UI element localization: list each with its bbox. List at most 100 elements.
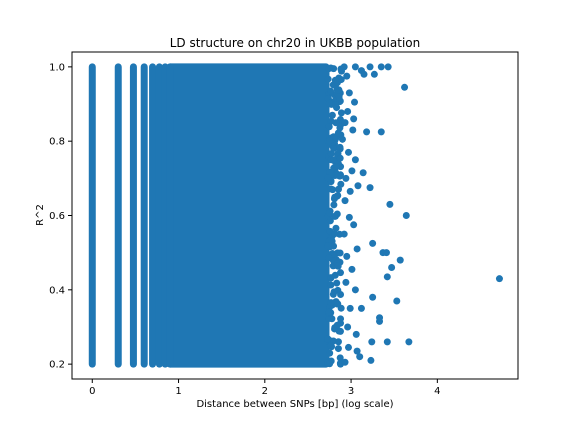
scatter-point: [370, 70, 378, 78]
column-band-2: [129, 63, 137, 368]
scatter-point: [341, 358, 349, 366]
edge-point: [330, 156, 338, 164]
x-tick-label: 3: [348, 386, 354, 397]
edge-point: [328, 111, 336, 119]
scatter-point: [351, 63, 359, 71]
edge-point: [326, 360, 334, 368]
y-axis: 0.2 0.4 0.6 0.8 1.0: [49, 62, 72, 371]
edge-point: [337, 315, 345, 323]
edge-point: [332, 119, 340, 127]
scatter-point: [396, 256, 404, 264]
x-tick-label: 0: [89, 386, 95, 397]
chart-title: LD structure on chr20 in UKBB population: [170, 36, 421, 50]
edge-point: [324, 75, 332, 83]
scatter-point: [348, 167, 356, 175]
scatter-point: [340, 63, 348, 71]
edge-point: [335, 185, 343, 193]
edge-point: [332, 224, 340, 232]
edge-point: [325, 314, 333, 322]
edge-point: [324, 335, 332, 343]
edge-point: [335, 88, 343, 96]
edge-point: [331, 76, 339, 84]
y-tick-label: 0.4: [49, 285, 65, 296]
edge-point: [334, 345, 342, 353]
scatter-point: [350, 115, 358, 123]
edge-point: [331, 212, 339, 220]
edge-point: [325, 65, 333, 73]
scatter-point: [352, 330, 360, 338]
edge-point: [325, 254, 333, 262]
scatter-point: [343, 72, 351, 80]
scatter-point: [344, 107, 352, 115]
scatter-point: [346, 187, 354, 195]
edge-point: [327, 299, 335, 307]
column-band-5: [155, 63, 163, 368]
scatter-point: [366, 184, 374, 192]
scatter-point: [353, 347, 361, 355]
plot-area: [88, 63, 503, 368]
edge-point: [330, 201, 338, 209]
edge-point: [336, 143, 344, 151]
scatter-point: [377, 128, 385, 136]
x-axis: 0 1 2 3 4: [89, 379, 441, 397]
scatter-point: [349, 126, 357, 134]
edge-point: [336, 269, 344, 277]
scatter-point: [402, 212, 410, 219]
x-tick-label: 2: [262, 386, 268, 397]
scatter-point: [346, 304, 354, 312]
scatter-point: [342, 174, 350, 182]
scatter-point: [344, 148, 352, 156]
column-band-4: [149, 63, 157, 368]
edge-point: [327, 87, 335, 95]
scatter-point: [345, 213, 353, 221]
scatter-point: [384, 63, 392, 71]
column-band-3: [140, 63, 148, 368]
scatter-point: [393, 297, 401, 305]
edge-point: [333, 279, 341, 287]
scatter-point: [369, 239, 377, 247]
edge-point: [334, 338, 342, 346]
y-tick-label: 0.8: [49, 137, 65, 148]
y-axis-label: R^2: [35, 204, 46, 226]
y-tick-label: 0.2: [49, 360, 65, 371]
scatter-point: [377, 63, 385, 71]
scatter-point: [344, 323, 352, 331]
scatter-point: [388, 264, 396, 272]
edge-point: [336, 327, 344, 335]
edge-point: [330, 288, 338, 296]
scatter-point: [383, 273, 391, 281]
scatter-point: [405, 338, 413, 346]
y-tick-label: 1.0: [49, 62, 65, 73]
edge-point: [326, 349, 334, 357]
column-band-1: [114, 63, 122, 368]
column-band-7: [166, 63, 174, 368]
edge-point: [336, 354, 344, 362]
scatter-point: [356, 353, 364, 361]
scatter-point: [351, 98, 359, 106]
scatter-point: [369, 293, 377, 301]
scatter-point: [368, 338, 376, 346]
scatter-point: [366, 63, 374, 71]
scatter-point: [382, 249, 390, 257]
dense-point-cloud: [88, 63, 346, 368]
scatter-point: [343, 252, 351, 260]
edge-point: [337, 291, 345, 299]
edge-point: [336, 249, 344, 257]
edge-point: [324, 242, 332, 250]
x-tick-label: 4: [434, 386, 440, 397]
scatter-point: [386, 200, 394, 208]
scatter-point: [363, 128, 371, 136]
edge-point: [333, 162, 341, 170]
scatter-point: [340, 230, 348, 238]
edge-point: [326, 217, 334, 225]
edge-point: [325, 209, 333, 217]
edge-point: [327, 342, 335, 350]
scatter-point: [401, 83, 409, 91]
scatter-point: [353, 245, 361, 253]
edge-point: [330, 145, 338, 153]
edge-point: [334, 191, 342, 199]
scatter-points: [338, 63, 503, 366]
y-tick-label: 0.6: [49, 211, 65, 222]
column-band-0: [88, 63, 96, 368]
edge-point: [325, 123, 333, 131]
